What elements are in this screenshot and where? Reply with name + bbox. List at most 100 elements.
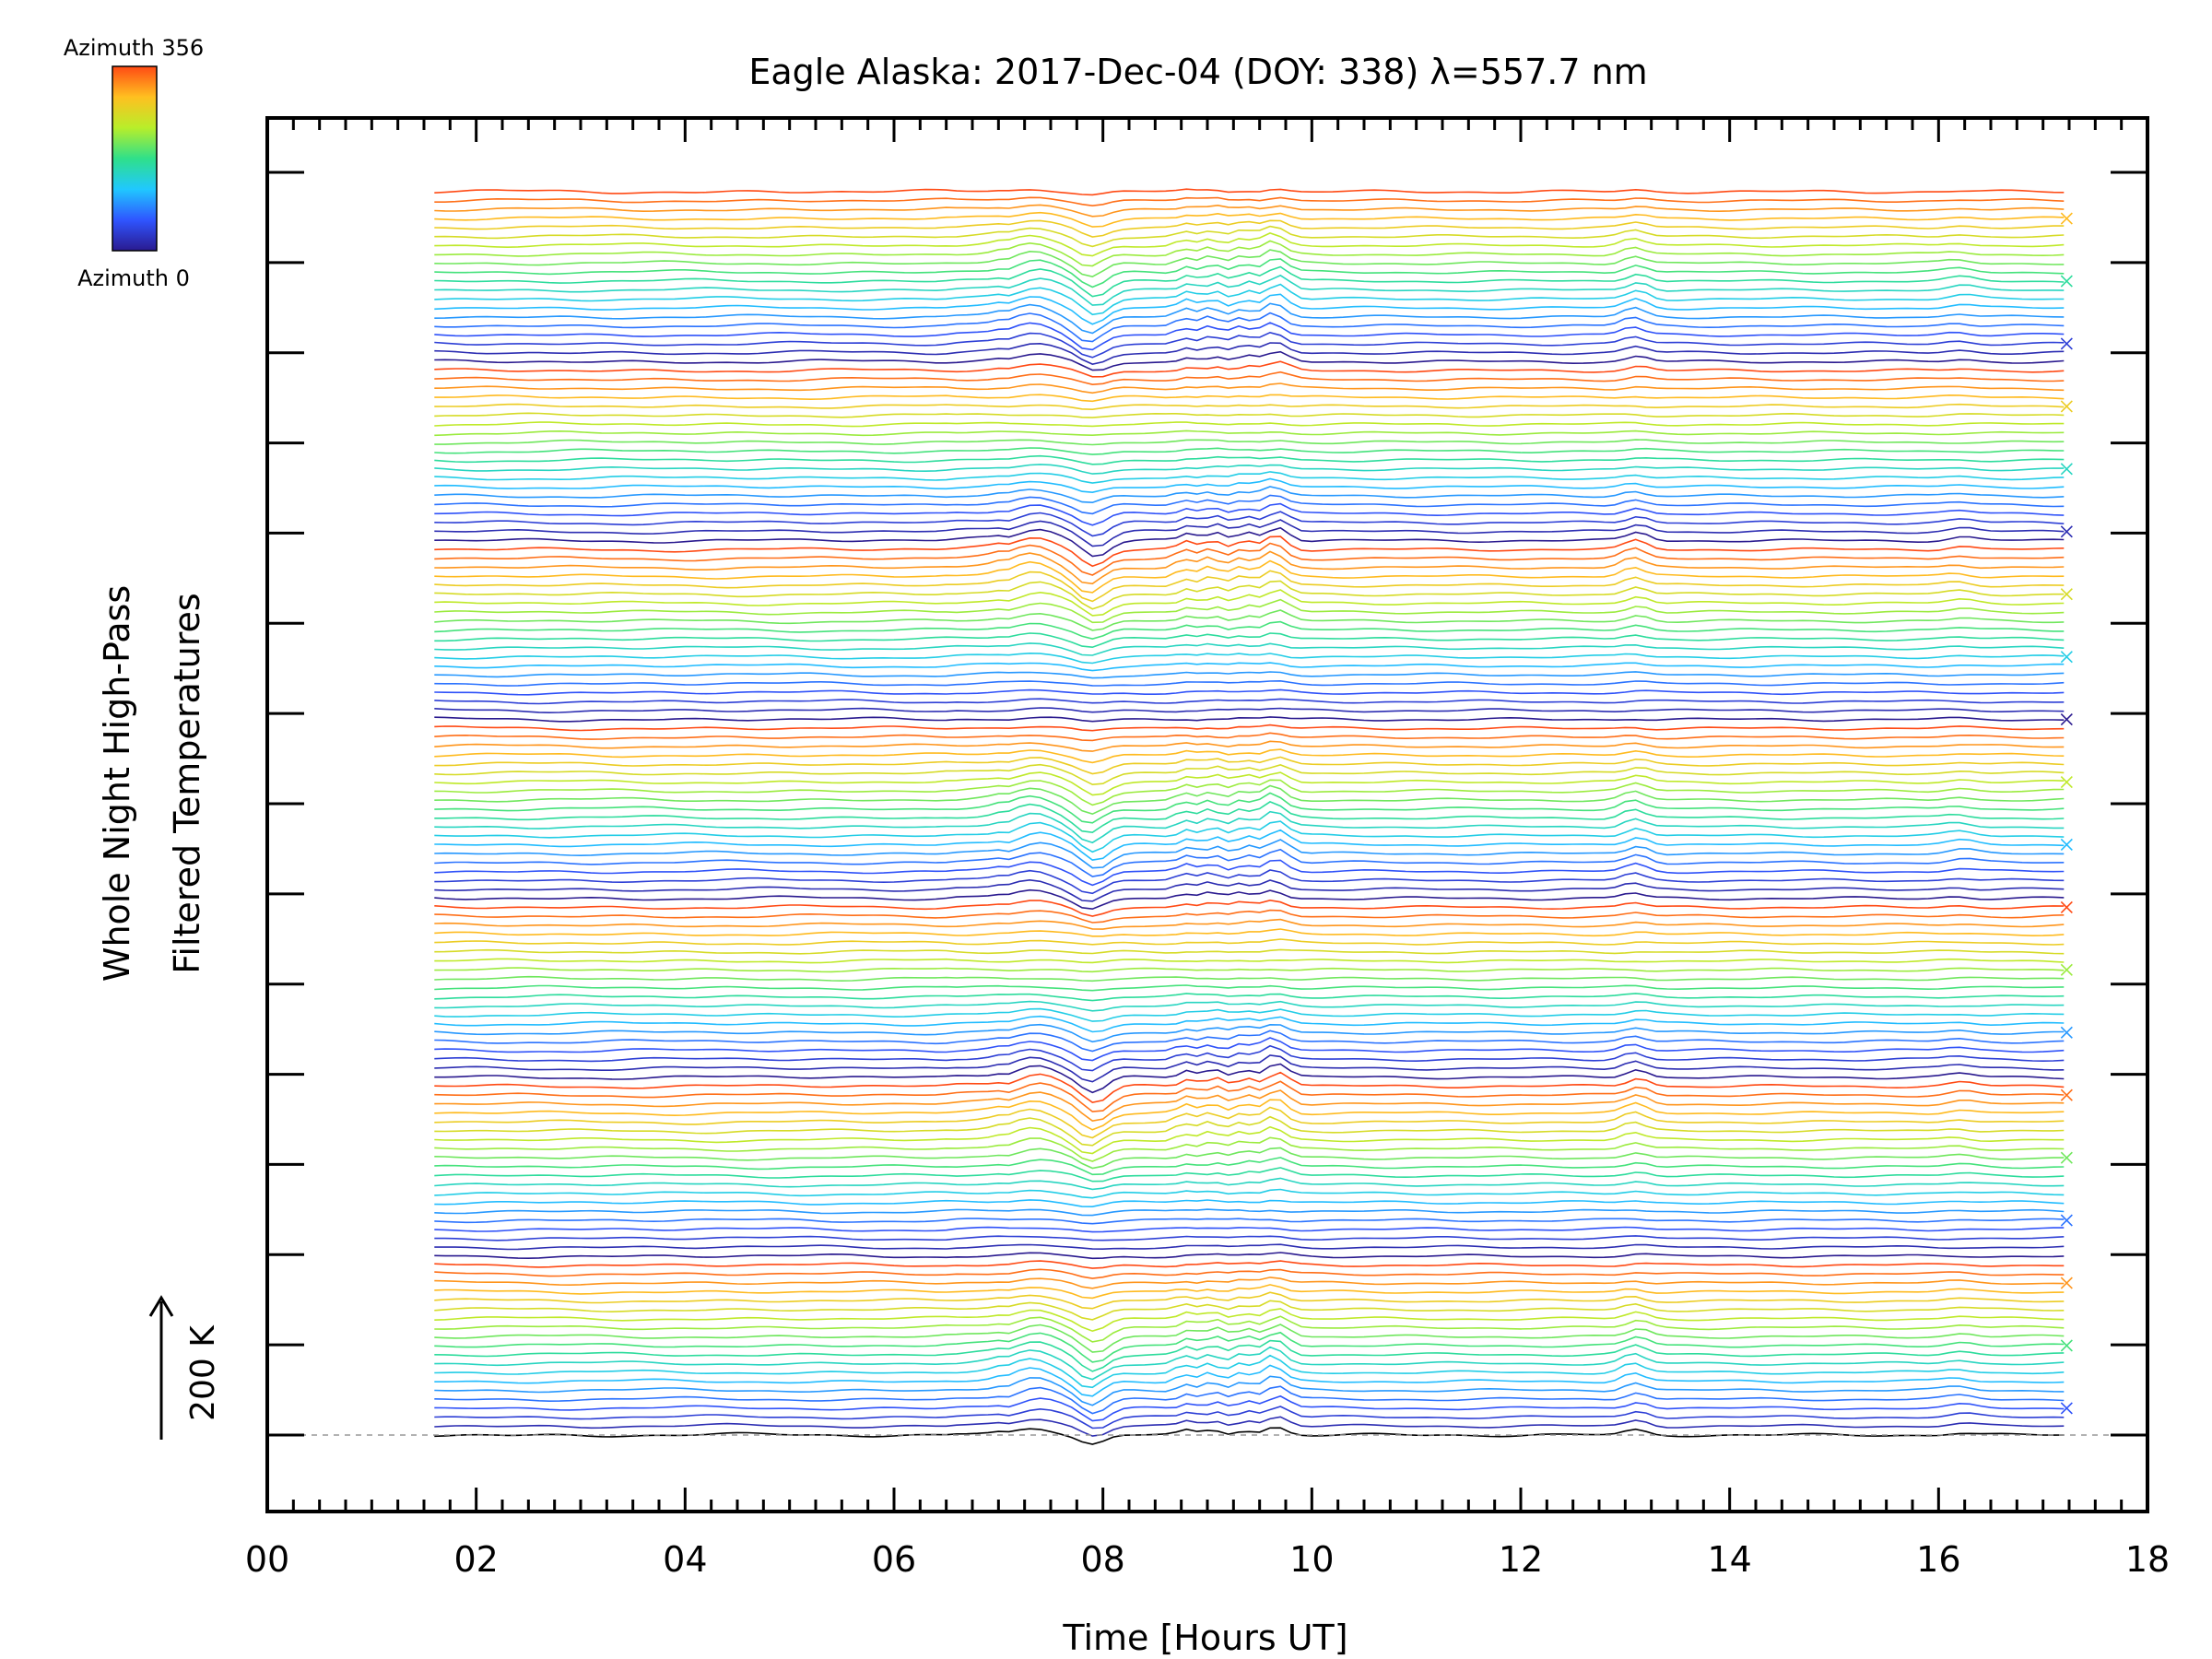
y-axis-ticks [267,171,2147,1437]
trace-line [434,519,2065,547]
trace-line [434,671,2065,679]
trace-line [434,331,2065,359]
y-axis-label-line1: Whole Night High-Pass [97,585,137,982]
trace-end-marker [2060,838,2073,852]
trace-line [434,620,2065,641]
trace-end-marker [2060,1214,2073,1227]
trace-line [434,1044,2065,1072]
trace-line [434,342,2065,365]
trace-line [434,371,2065,386]
trace-end-marker [2060,463,2073,476]
trace-line [434,1199,2065,1208]
trace-line [434,1277,2065,1289]
scale-bar-label: 200 K [184,1324,222,1421]
x-tick-label: 00 [245,1539,289,1580]
trace-line [434,502,2065,526]
trace-line [434,1007,2065,1022]
x-tick-label: 12 [1499,1539,1543,1580]
trace-line [434,283,2065,316]
trace-line [434,1071,2065,1103]
trace-line [434,1385,2065,1415]
trace-line [434,1177,2065,1191]
colorbar-bottom-label: Azimuth 0 [77,265,190,291]
trace-line [434,1406,2065,1430]
trace-line [434,1268,2065,1279]
trace-line [434,1106,2065,1139]
trace-line [434,609,2065,631]
trace-line [434,724,2065,732]
trace-line [434,859,2065,887]
trace-line [434,526,2065,558]
trace-line [434,312,2065,343]
trace-line [434,1208,2065,1217]
trace-line [434,1315,2065,1343]
trace-line [434,1339,2065,1372]
trace-line [434,1284,2065,1300]
trace-line [434,1346,2065,1381]
trace-line [434,839,2065,869]
trace-line [434,1147,2065,1170]
trace-line [434,265,2065,298]
trace-line [434,1089,2065,1123]
trace-line [434,188,2065,196]
trace-line [434,800,2065,834]
trace-end-marker [2060,963,2073,976]
trace-line [434,652,2065,665]
trace-line [434,698,2065,705]
trace-line [434,792,2065,824]
x-tick-label: 14 [1707,1539,1751,1580]
x-axis-label: Time [Hours UT] [1062,1618,1347,1658]
trace-line [434,928,2065,937]
trace-line [434,1416,2065,1437]
trace-end-marker [2060,400,2073,413]
trace-line [434,899,2065,917]
trace-line [434,909,2065,924]
trace-line [434,1260,2065,1269]
trace-line [434,707,2065,714]
trace-line [434,1354,2065,1389]
trace-line [434,258,2065,288]
trace-line [434,302,2065,335]
trace-line [434,632,2065,649]
trace-line [434,1054,2065,1083]
trace-line [434,550,2065,585]
trace-line [434,948,2065,955]
trace-line [434,1099,2065,1131]
trace-line [434,1167,2065,1182]
trace-line [434,382,2065,394]
trace-line [434,249,2065,278]
trace-line [434,784,2065,816]
trace-end-marker [2060,900,2073,913]
trace-line [434,350,2065,371]
scale-bar-arrowhead [148,1295,174,1317]
trace-line [434,1063,2065,1094]
trace-line [434,464,2065,475]
trace-line [434,958,2065,964]
trace-line [434,322,2065,351]
trace-line [434,716,2065,723]
trace-line [434,196,2065,207]
trace-line [434,1218,2065,1225]
trace-line [434,494,2065,515]
trace-end-marker [2060,651,2073,664]
trace-line [434,1364,2065,1397]
trace-line [434,679,2065,687]
trace-line [434,1125,2065,1155]
trace-end-marker [2060,1026,2073,1039]
trace-end-marker [2060,275,2073,288]
trace-line [434,598,2065,624]
trace-line [434,486,2065,504]
trace-end-marker [2060,337,2073,350]
trace-line [434,204,2065,218]
trace-line [434,779,2065,806]
x-tick-label: 06 [872,1539,916,1580]
trace-line [434,421,2065,428]
trace-line [434,471,2065,484]
trace-line [434,535,2065,568]
trace-line [434,240,2065,267]
x-tick-labels: 00 02 04 06 08 10 12 14 16 18 [245,1539,2170,1580]
x-axis-ticks [265,118,2149,1512]
trace-line [434,225,2065,248]
colorbar [112,65,158,252]
trace-line [434,412,2065,418]
